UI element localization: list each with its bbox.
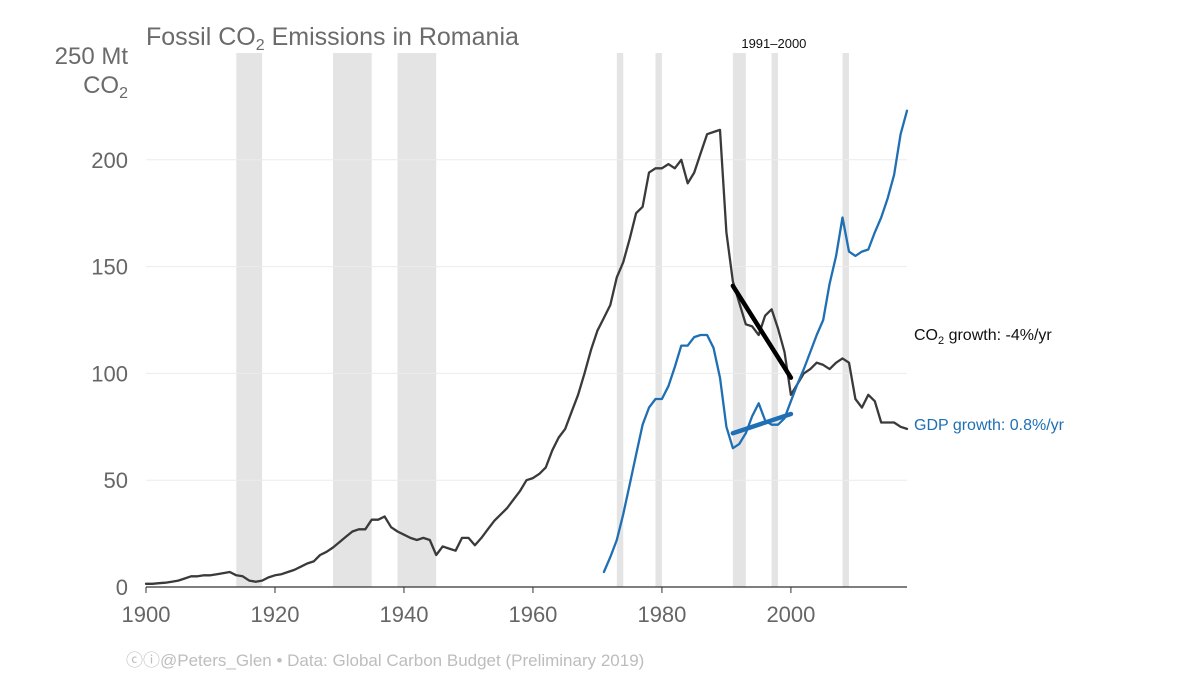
shaded-period-1991: [732, 53, 746, 587]
chart-title: Fossil CO2 Emissions in Romania: [146, 23, 519, 54]
x-tick-label-2000: 2000: [766, 602, 815, 627]
co2-emissions-line: [144, 128, 909, 585]
x-tick-label-1980: 1980: [637, 602, 686, 627]
y-tick-labels: 0 50 100 150 200: [91, 148, 128, 600]
shaded-period-1973: [616, 53, 624, 587]
trend-lines: [730, 283, 794, 436]
y-tick-label-50: 50: [104, 468, 128, 493]
footer-credit: ⓒⓘ@Peters_Glen • Data: Global Carbon Bud…: [126, 651, 644, 670]
y-tick-label-0: 0: [116, 575, 128, 600]
co2-growth-annotation: CO2 growth: -4%/yr: [914, 327, 1052, 347]
y-axis-label-line2: CO2: [83, 72, 128, 102]
y-axis-label-line1: 250 Mt: [55, 43, 129, 70]
shaded-period-1914: [236, 53, 263, 587]
x-tick-label-1940: 1940: [379, 602, 428, 627]
x-tick-label-1900: 1900: [122, 602, 171, 627]
shaded-periods: [236, 53, 849, 587]
x-tick-label-1920: 1920: [251, 602, 300, 627]
series-lines: [144, 109, 909, 585]
x-tick-labels: 1900 1920 1940 1960 1980 2000: [122, 587, 815, 627]
shaded-period-1979: [655, 53, 662, 587]
gdp-line: [602, 109, 909, 574]
y-tick-label-150: 150: [91, 255, 128, 280]
highlight-period-label: 1991–2000: [741, 36, 806, 51]
shaded-period-1939: [397, 53, 437, 587]
gdp-trend-line: [730, 411, 794, 436]
shaded-period-2008: [842, 53, 849, 587]
y-tick-label-100: 100: [91, 361, 128, 386]
shaded-period-1929: [333, 53, 372, 587]
gdp-growth-annotation: GDP growth: 0.8%/yr: [914, 417, 1065, 434]
co2-trend-line: [730, 283, 794, 380]
x-tick-label-1960: 1960: [508, 602, 557, 627]
y-tick-label-200: 200: [91, 148, 128, 173]
